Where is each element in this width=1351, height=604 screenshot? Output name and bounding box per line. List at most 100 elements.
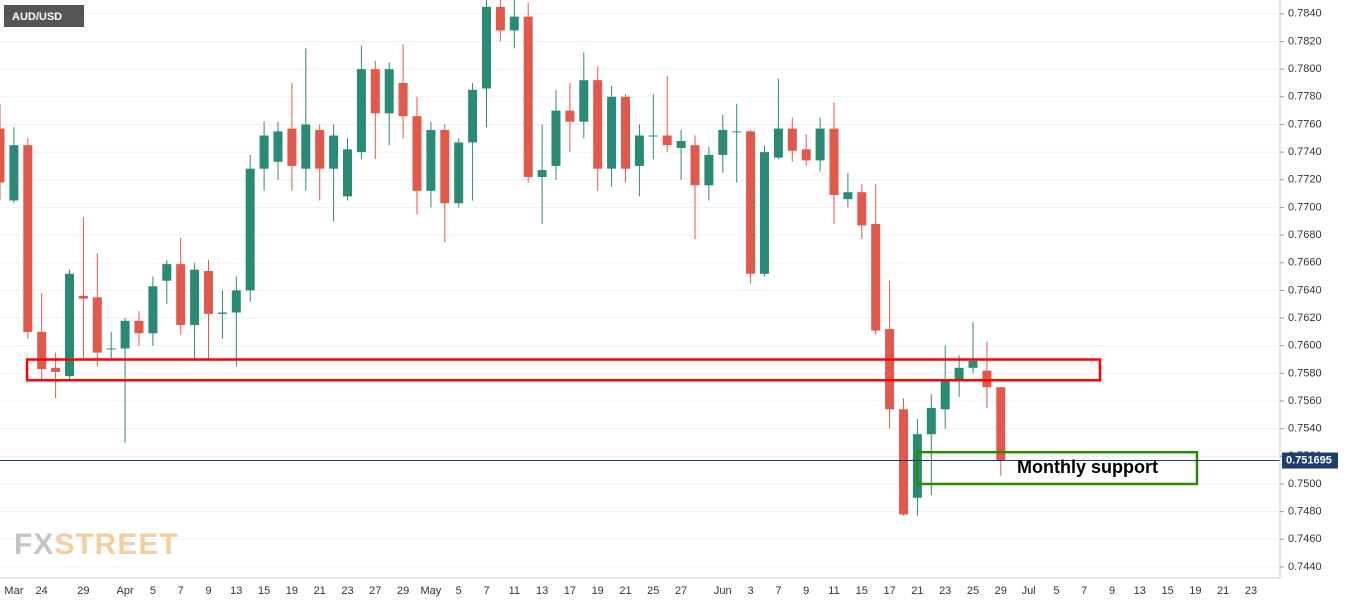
y-tick-label: 0.7440	[1288, 561, 1322, 573]
candle-body	[676, 141, 686, 148]
y-tick-label: 0.7800	[1288, 63, 1322, 75]
candle-body	[565, 110, 575, 122]
x-tick-label: Jul	[1022, 585, 1036, 597]
x-tick-label: 15	[258, 585, 270, 597]
candle-body	[704, 154, 714, 186]
candle-body	[551, 110, 561, 166]
candle-body	[106, 348, 116, 350]
candle-body	[329, 135, 339, 169]
x-tick-label: 13	[230, 585, 242, 597]
x-tick-label: 23	[341, 585, 353, 597]
candle-body	[440, 129, 450, 204]
candle-body	[259, 135, 269, 169]
y-tick-label: 0.7660	[1288, 257, 1322, 269]
candle-body	[773, 128, 783, 158]
x-tick-label: 5	[1053, 585, 1059, 597]
candle-body	[0, 128, 5, 183]
x-tick-label: 7	[483, 585, 489, 597]
y-tick-label: 0.7620	[1288, 312, 1322, 324]
candle-body	[732, 131, 742, 133]
x-tick-label: 9	[803, 585, 809, 597]
candle-body	[273, 131, 283, 162]
x-tick-label: Apr	[117, 585, 134, 597]
x-tick-label: 24	[36, 585, 48, 597]
candle-body	[787, 128, 797, 151]
candle-body	[92, 297, 102, 353]
candle-body	[370, 69, 380, 114]
last-price-badge	[1282, 452, 1338, 469]
x-tick-label: 9	[1109, 585, 1115, 597]
candle-body	[801, 149, 811, 161]
y-tick-label: 0.7820	[1288, 35, 1322, 47]
candle-body	[871, 224, 881, 331]
x-tick-label: 21	[314, 585, 326, 597]
y-tick-label: 0.7760	[1288, 118, 1322, 130]
x-tick-label: 27	[675, 585, 687, 597]
x-tick-label: Jun	[714, 585, 732, 597]
candle-body	[523, 16, 533, 177]
candle-body	[662, 135, 672, 146]
candle-body	[996, 387, 1006, 461]
candle-body	[162, 264, 172, 281]
x-tick-label: 9	[205, 585, 211, 597]
zone-label: Monthly support	[1017, 457, 1158, 477]
candle-body	[356, 69, 366, 153]
candle-body	[120, 320, 130, 349]
candle-body	[690, 145, 700, 186]
last-price-label: 0.751695	[1286, 454, 1332, 466]
x-tick-label: 29	[77, 585, 89, 597]
zone-box	[915, 450, 1199, 486]
x-tick-label: 25	[967, 585, 979, 597]
x-tick-label: 11	[828, 585, 839, 597]
x-tick-label: 29	[995, 585, 1007, 597]
candle-body	[968, 360, 978, 368]
candle-body	[204, 271, 213, 314]
candle-body	[607, 96, 617, 169]
x-tick-label: 7	[178, 585, 184, 597]
y-tick-label: 0.7540	[1288, 423, 1322, 435]
candle-body	[384, 69, 394, 114]
candle-body	[746, 131, 756, 274]
candle-body	[954, 367, 964, 381]
y-tick-label: 0.7780	[1288, 91, 1322, 103]
symbol-badge	[4, 5, 84, 27]
candle-body	[926, 407, 936, 435]
candle-body	[176, 264, 186, 325]
axis: 0.74400.74600.74800.75000.75200.75400.75…	[4, 8, 1321, 597]
x-tick-label: 15	[856, 585, 868, 597]
x-tick-label: 13	[536, 585, 548, 597]
x-tick-label: 21	[619, 585, 631, 597]
y-tick-label: 0.7840	[1288, 8, 1322, 20]
candle-body	[648, 135, 658, 137]
candle-body	[134, 320, 144, 334]
candle-body	[468, 89, 478, 143]
candle-body	[593, 80, 603, 169]
y-tick-label: 0.7460	[1288, 533, 1322, 545]
x-tick-label: 3	[748, 585, 754, 597]
x-tick-label: 19	[1189, 585, 1201, 597]
symbol-label: AUD/USD	[12, 11, 62, 23]
candle-body	[760, 152, 769, 274]
y-tick-label: 0.7700	[1288, 201, 1322, 213]
grid	[0, 13, 1280, 568]
candle-body	[217, 312, 227, 314]
y-tick-label: 0.7480	[1288, 506, 1322, 518]
candle-body	[343, 149, 352, 197]
candle-body	[982, 370, 992, 388]
x-tick-label: 23	[939, 585, 951, 597]
candle-body	[495, 6, 505, 31]
y-tick-label: 0.7580	[1288, 367, 1322, 379]
watermark-fx: FX	[14, 528, 54, 561]
y-tick-label: 0.7720	[1288, 174, 1322, 186]
candle-body	[37, 331, 47, 370]
x-tick-label: 21	[911, 585, 923, 597]
candle-body	[9, 145, 19, 201]
x-tick-label: 7	[1081, 585, 1087, 597]
candle-body	[815, 128, 825, 161]
x-tick-label: 17	[883, 585, 895, 597]
candle-body	[245, 168, 255, 291]
candle-body	[579, 80, 589, 122]
candle-body	[231, 290, 241, 313]
x-tick-label: 19	[592, 585, 604, 597]
